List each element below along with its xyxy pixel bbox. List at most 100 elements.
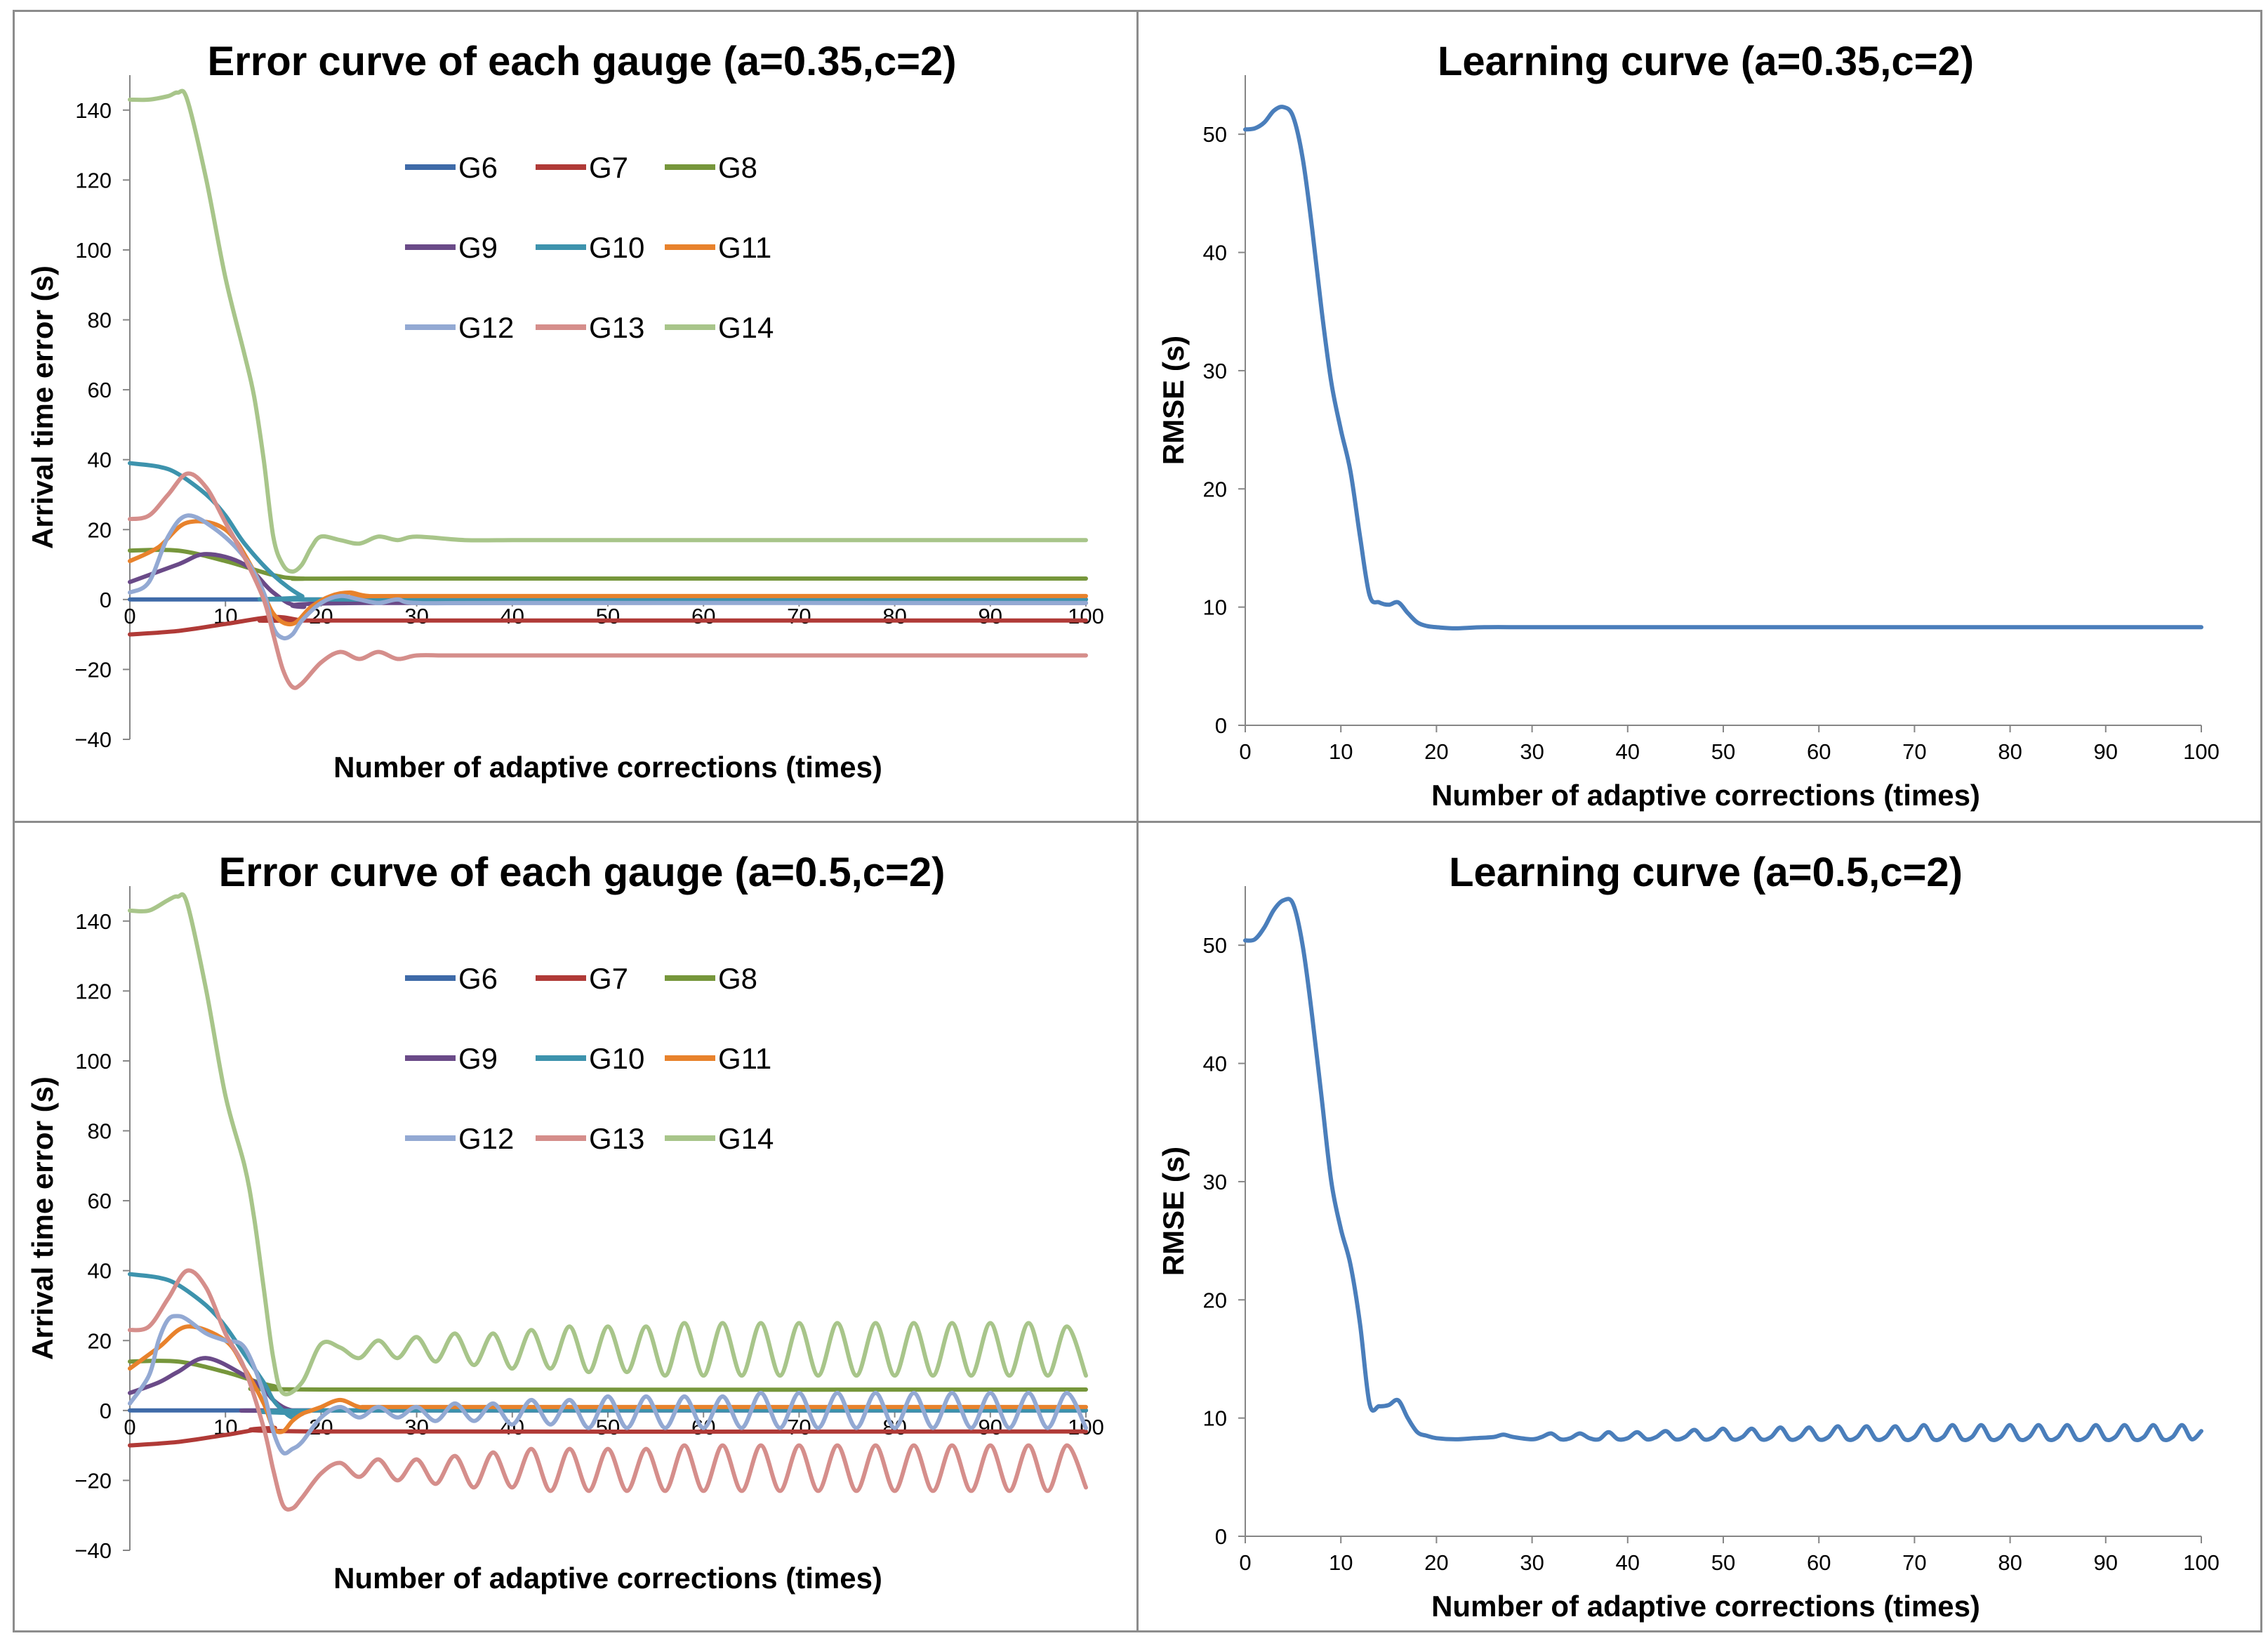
learning-chart-a05: Learning curve (a=0.5,c=2) 0 10 20 30 40 50 0 10… — [1157, 850, 2220, 1623]
y-tick-label: 10 — [1203, 1406, 1227, 1431]
x-tick-label: 40 — [500, 604, 524, 628]
x-tick-label: 60 — [1807, 1550, 1831, 1575]
x-tick-label: 50 — [596, 604, 620, 628]
x-tick-label: 20 — [1424, 1550, 1448, 1575]
legend-label: G11 — [718, 231, 771, 264]
chart-title: Learning curve (a=0.5,c=2) — [1449, 850, 1963, 895]
chart-title: Learning curve (a=0.35,c=2) — [1438, 39, 1974, 84]
series-line-g10 — [128, 461, 1088, 602]
legend-label: G6 — [458, 151, 498, 184]
series-line-g12 — [128, 513, 1088, 641]
legend-item-g13: G13 — [536, 311, 644, 344]
x-tick-label: 30 — [1520, 739, 1544, 764]
legend-label: G8 — [718, 962, 757, 995]
series-line-rmse — [1243, 897, 2203, 1443]
series-line-rmse — [1243, 105, 2203, 631]
y-tick-label: 100 — [75, 238, 112, 263]
legend-item-g6: G6 — [405, 962, 498, 995]
series-line-g13 — [128, 1268, 1088, 1512]
y-tick-label: −20 — [74, 1468, 112, 1493]
x-tick-label: 20 — [1424, 739, 1448, 764]
x-tick-label: 100 — [1068, 604, 1104, 628]
y-tick-label: 120 — [75, 979, 112, 1003]
legend-label: G7 — [589, 151, 628, 184]
y-axis-label: RMSE (s) — [1157, 1147, 1190, 1276]
y-tick-label: −40 — [74, 1538, 112, 1563]
y-tick-label: 30 — [1203, 359, 1227, 383]
chart-title: Error curve of each gauge (a=0.35,c=2) — [207, 39, 956, 84]
series-line-g14 — [128, 892, 1088, 1397]
x-tick-label: 60 — [691, 604, 715, 628]
x-tick-label: 10 — [1329, 1550, 1353, 1575]
x-axis-label: Number of adaptive corrections (times) — [333, 1562, 882, 1595]
error-chart-a05: Error curve of each gauge (a=0.5,c=2) −40… — [26, 850, 1104, 1595]
legend-item-g11: G11 — [665, 231, 771, 264]
series-line-g11 — [128, 519, 1088, 627]
learning-chart-a035: Learning curve (a=0.35,c=2) 0 10 20 30 40 50 0 1… — [1157, 39, 2220, 812]
x-axis-label: Number of adaptive corrections (times) — [333, 751, 882, 784]
x-tick-label: 0 — [124, 1415, 135, 1439]
x-tick-label: 70 — [787, 1415, 811, 1439]
y-tick-label: 40 — [88, 1259, 112, 1284]
y-tick-label: 60 — [88, 378, 112, 402]
legend-item-g8: G8 — [665, 962, 757, 995]
legend-item-g9: G9 — [405, 1042, 498, 1075]
y-tick-label: 60 — [88, 1189, 112, 1213]
x-axis-label: Number of adaptive corrections (times) — [1431, 1590, 1980, 1623]
legend-item-g7: G7 — [536, 151, 628, 184]
x-tick-label: 30 — [404, 604, 428, 628]
legend-label: G12 — [458, 1122, 514, 1155]
x-tick-label: 0 — [1239, 1550, 1251, 1575]
y-tick-label: 0 — [100, 588, 112, 612]
legend-item-g13: G13 — [536, 1122, 644, 1155]
legend-item-g14: G14 — [665, 311, 774, 344]
y-tick-label: 100 — [75, 1049, 112, 1074]
legend-label: G13 — [589, 1122, 644, 1155]
legend-item-g12: G12 — [405, 1122, 514, 1155]
x-tick-label: 0 — [124, 604, 135, 628]
y-tick-label: 50 — [1203, 122, 1227, 147]
legend-label: G7 — [589, 962, 628, 995]
x-tick-label: 60 — [1807, 739, 1831, 764]
chart-panel-learning-a05: Learning curve (a=0.5,c=2) 0 10 20 30 40 50 0 10… — [1136, 821, 2262, 1632]
x-tick-label: 30 — [1520, 1550, 1544, 1575]
series-line-g7 — [128, 1425, 1088, 1448]
legend-item-g8: G8 — [665, 151, 757, 184]
legend-label: G6 — [458, 962, 498, 995]
x-tick-label: 90 — [979, 604, 1002, 628]
series-line-g12 — [128, 1314, 1088, 1456]
series-line-g13 — [128, 471, 1088, 690]
legend-item-g12: G12 — [405, 311, 514, 344]
x-tick-label: 50 — [1711, 1550, 1735, 1575]
y-tick-label: 0 — [1215, 713, 1227, 738]
y-tick-label: 120 — [75, 168, 112, 192]
chart-panel-learning-a035: Learning curve (a=0.35,c=2) 0 10 20 30 40 50 0 1… — [1136, 10, 2262, 823]
x-tick-label: 40 — [1616, 1550, 1640, 1575]
y-tick-label: 0 — [100, 1399, 112, 1423]
x-tick-label: 90 — [2094, 739, 2118, 764]
x-tick-label: 50 — [1711, 739, 1735, 764]
y-tick-label: −20 — [74, 657, 112, 682]
y-axis-label: Arrival time error (s) — [26, 265, 59, 549]
y-tick-label: 30 — [1203, 1170, 1227, 1194]
legend-label: G9 — [458, 1042, 498, 1075]
y-axis-label: RMSE (s) — [1157, 336, 1190, 465]
legend-label: G13 — [589, 311, 644, 344]
x-tick-label: 70 — [787, 604, 811, 628]
x-tick-label: 80 — [1998, 1550, 2022, 1575]
chart-title: Error curve of each gauge (a=0.5,c=2) — [219, 850, 946, 895]
legend-item-g9: G9 — [405, 231, 498, 264]
x-tick-label: 90 — [979, 1415, 1002, 1439]
legend-label: G8 — [718, 151, 757, 184]
x-tick-label: 40 — [1616, 739, 1640, 764]
x-axis-label: Number of adaptive corrections (times) — [1431, 779, 1980, 812]
x-tick-label: 30 — [404, 1415, 428, 1439]
y-tick-label: 10 — [1203, 595, 1227, 620]
y-tick-label: 20 — [88, 1328, 112, 1353]
legend-item-g10: G10 — [536, 1042, 644, 1075]
legend-item-g7: G7 — [536, 962, 628, 995]
y-tick-label: 40 — [1203, 1052, 1227, 1076]
y-tick-label: 40 — [88, 448, 112, 473]
x-tick-label: 70 — [1902, 1550, 1926, 1575]
legend-label: G11 — [718, 1042, 771, 1075]
